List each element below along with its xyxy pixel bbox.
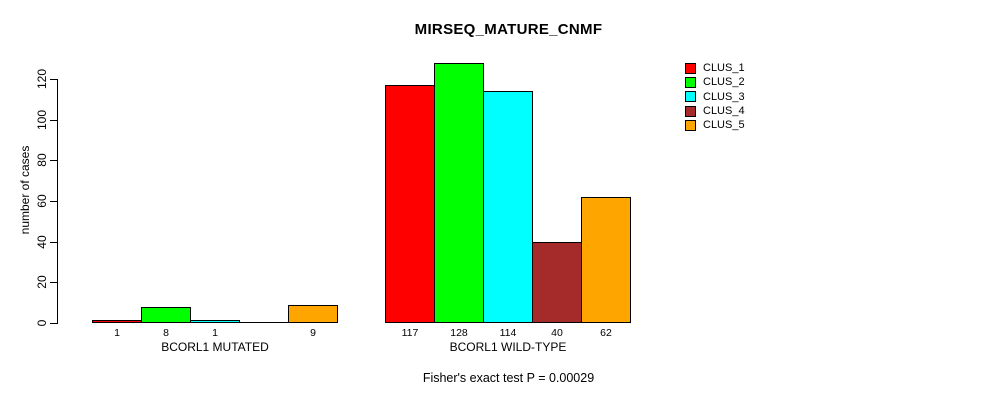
bar-value-label: 8 — [163, 327, 169, 339]
y-axis-line — [57, 79, 58, 324]
bar-value-label: 62 — [600, 327, 612, 339]
legend-label: CLUS_4 — [703, 105, 745, 118]
bar-value-label: 114 — [499, 327, 517, 339]
legend-label: CLUS_3 — [703, 90, 745, 103]
legend-label: CLUS_1 — [703, 62, 745, 75]
legend-item-clus_4: CLUS_4 — [685, 104, 745, 118]
y-axis-label: number of cases — [18, 145, 32, 235]
group-label-mutated: BCORL1 MUTATED — [161, 340, 269, 354]
y-tick-mark — [50, 323, 57, 324]
y-tick-label: 120 — [35, 68, 49, 90]
bar-value-label: 128 — [450, 327, 468, 339]
bar-value-label: 1 — [212, 327, 218, 339]
legend-label: CLUS_2 — [703, 76, 745, 89]
y-tick-mark — [50, 120, 57, 121]
group-label-wild-type: BCORL1 WILD-TYPE — [449, 340, 567, 354]
legend-swatch-icon — [685, 105, 696, 117]
bar-value-label: 1 — [114, 327, 120, 339]
bar-clus_1-0 — [92, 320, 142, 323]
legend-label: CLUS_5 — [703, 119, 745, 132]
legend: CLUS_1 CLUS_2 CLUS_3 CLUS_4 CLUS_5 — [685, 61, 745, 132]
y-tick-mark — [50, 282, 57, 283]
bar-clus_2-1 — [434, 63, 484, 323]
y-tick-label: 80 — [35, 153, 49, 167]
bar-value-label: 117 — [401, 327, 419, 339]
legend-swatch-icon — [685, 91, 696, 103]
y-tick-label: 20 — [35, 275, 49, 289]
legend-item-clus_2: CLUS_2 — [685, 75, 745, 89]
bar-clus_3-1 — [483, 91, 533, 323]
legend-item-clus_5: CLUS_5 — [685, 118, 745, 132]
bar-clus_3-0 — [190, 320, 240, 323]
bar-clus_5-1 — [581, 197, 631, 323]
bar-clus_5-0 — [288, 305, 338, 323]
legend-item-clus_3: CLUS_3 — [685, 90, 745, 104]
legend-swatch-icon — [685, 62, 696, 74]
y-tick-label: 100 — [35, 109, 49, 131]
y-tick-mark — [50, 79, 57, 80]
bar-value-label: 9 — [310, 327, 316, 339]
legend-item-clus_1: CLUS_1 — [685, 61, 745, 75]
y-tick-mark — [50, 201, 57, 202]
y-tick-mark — [50, 242, 57, 243]
y-tick-mark — [50, 160, 57, 161]
y-tick-label: 0 — [35, 319, 49, 327]
y-tick-label: 60 — [35, 194, 49, 208]
y-tick-label: 40 — [35, 235, 49, 249]
legend-swatch-icon — [685, 119, 696, 131]
bar-clus_2-0 — [141, 307, 191, 323]
chart-title: MIRSEQ_MATURE_CNMF — [414, 21, 603, 38]
bar-clus_4-1 — [532, 242, 582, 323]
bar-value-label: 40 — [551, 327, 563, 339]
footnote: Fisher's exact test P = 0.00029 — [422, 371, 595, 385]
bar-clus_1-1 — [385, 85, 435, 323]
legend-swatch-icon — [685, 76, 696, 88]
bar-zero-clus_4-0 — [239, 322, 289, 323]
